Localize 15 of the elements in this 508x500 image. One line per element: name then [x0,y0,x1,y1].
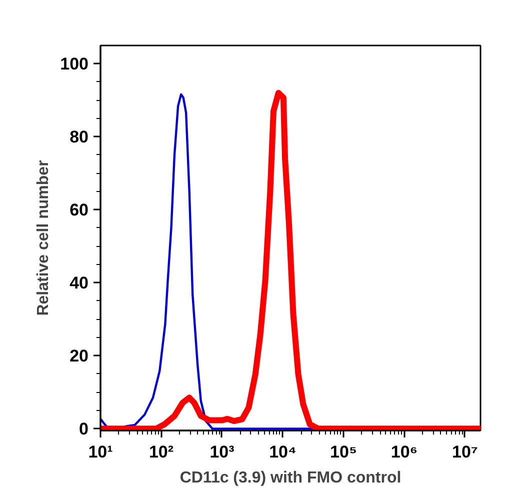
y-tick-label: 80 [70,128,89,147]
y-tick-label: 40 [70,274,89,293]
x-tick-label: 10³ [210,442,235,462]
x-tick-label: 10⁴ [269,442,296,462]
x-tick-label: 10⁶ [390,442,418,462]
x-tick-label: 10¹ [88,442,114,462]
y-tick-label: 20 [70,346,89,366]
y-tick-label: 0 [79,420,89,439]
x-tick-label: 10⁷ [452,442,478,462]
y-tick-label: 60 [70,200,89,220]
y-axis-title: Relative cell number [35,160,52,316]
x-axis-title: CD11c (3.9) with FMO control [180,470,402,486]
x-tick-label: 10⁵ [330,442,357,462]
x-tick-label: 10² [148,442,174,462]
y-tick-label: 100 [60,54,89,74]
